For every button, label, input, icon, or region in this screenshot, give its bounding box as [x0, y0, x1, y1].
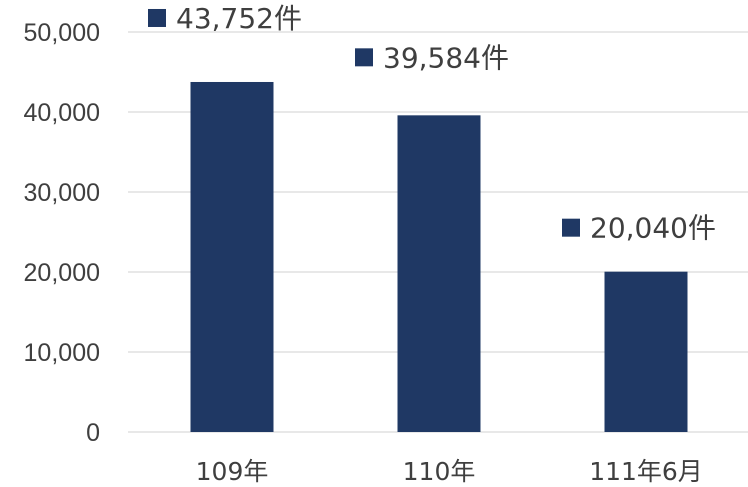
data-label: 39,584件 — [383, 41, 509, 74]
x-category-label: 111年6月 — [589, 457, 703, 486]
bar — [190, 81, 274, 432]
bar — [397, 115, 481, 432]
data-label: 43,752件 — [176, 2, 302, 35]
y-tick-label: 30,000 — [24, 179, 100, 207]
x-category-label: 109年 — [196, 457, 269, 486]
bar — [604, 271, 688, 432]
x-axis-category-labels: 109年 110年 111年6月 — [196, 457, 703, 486]
y-tick-label: 10,000 — [24, 339, 100, 367]
legend-key-marker — [355, 48, 373, 67]
data-label: 20,040件 — [590, 212, 716, 245]
y-tick-label: 0 — [86, 419, 100, 447]
y-axis-tick-labels: 0 10,000 20,000 30,000 40,000 50,000 — [24, 19, 100, 447]
data-labels: 43,752件 39,584件 20,040件 — [148, 2, 716, 245]
legend-key-marker — [148, 8, 166, 27]
y-tick-label: 50,000 — [24, 19, 100, 47]
legend-key-marker — [562, 218, 580, 237]
y-tick-label: 40,000 — [24, 99, 100, 127]
y-tick-label: 20,000 — [24, 259, 100, 287]
bars — [190, 81, 688, 432]
x-category-label: 110年 — [403, 457, 476, 486]
